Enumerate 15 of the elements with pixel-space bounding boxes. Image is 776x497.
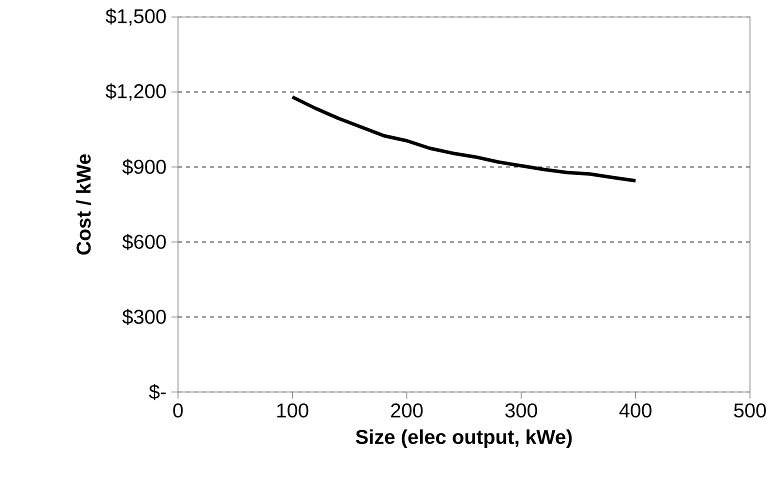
x-tick-label: 100	[277, 403, 308, 418]
y-tick-label: $1,200	[106, 83, 166, 101]
x-tick-label: 0	[173, 403, 183, 418]
y-tick-label: $300	[122, 308, 166, 326]
y-tick-label: $900	[122, 158, 166, 176]
y-axis-title: Cost / kWe	[76, 154, 91, 255]
x-tick-label: 300	[505, 403, 538, 418]
x-tick-label: 200	[391, 403, 423, 418]
y-tick-label: $600	[122, 234, 166, 250]
line-series	[290, 95, 638, 182]
y-tick-label: $1,500	[106, 8, 166, 26]
x-tick-label: 400	[619, 403, 652, 418]
x-tick-label: 500	[734, 403, 766, 418]
x-axis-title: Size (elec output, kWe)	[356, 429, 572, 448]
y-tick-label: $-	[149, 384, 166, 400]
